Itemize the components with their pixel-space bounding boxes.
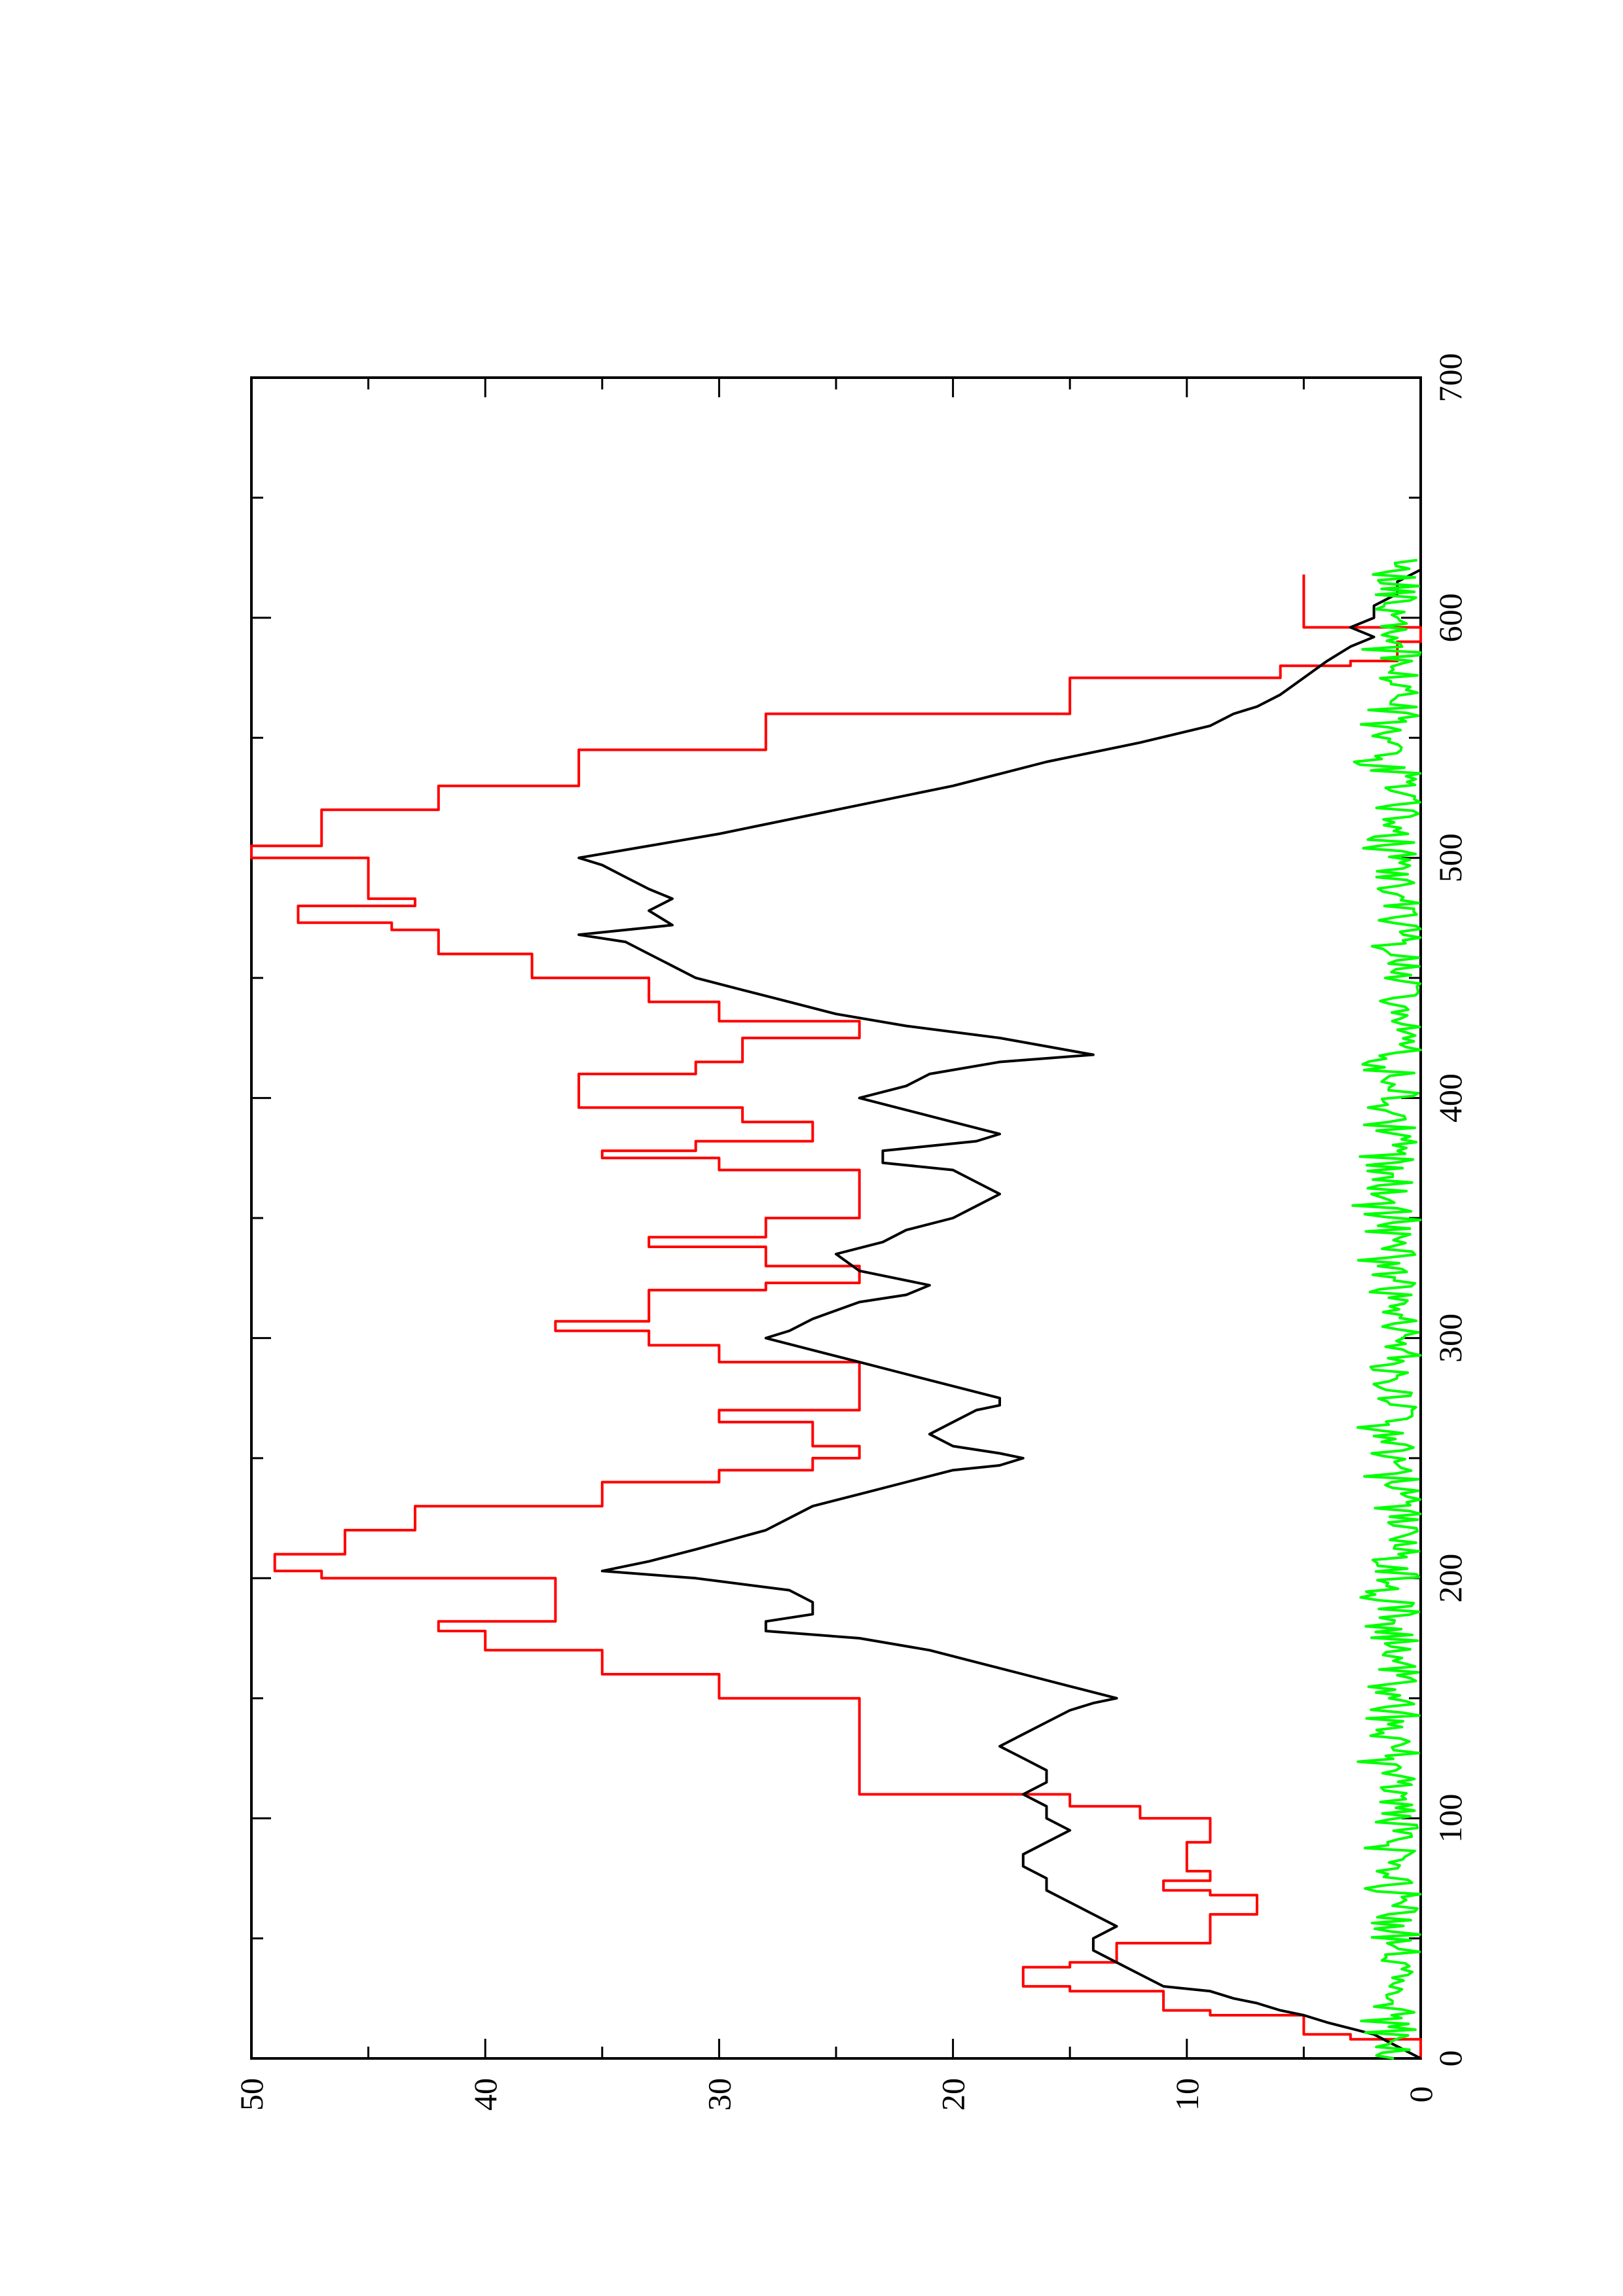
y-tick-label: 30 <box>701 2078 737 2111</box>
y-tick-label: 0 <box>1402 2087 1439 2103</box>
x-tick-label: 400 <box>1432 1073 1468 1122</box>
series-line-3 <box>1351 558 1422 2060</box>
x-tick-label: 300 <box>1432 1314 1468 1363</box>
x-tick-label: 200 <box>1432 1554 1468 1603</box>
x-tick-label: 500 <box>1432 833 1468 882</box>
y-tick-label: 10 <box>1169 2078 1205 2111</box>
tick-labels: 0 100 200 300 400 500 600 700 0 10 20 30 40 50 <box>233 353 1468 2111</box>
x-tick-label: 0 <box>1432 2051 1468 2067</box>
y-tick-label: 50 <box>233 2078 270 2111</box>
y-tick-label: 20 <box>935 2078 972 2111</box>
series-lines <box>250 558 1422 2060</box>
x-tick-label: 600 <box>1432 593 1468 642</box>
x-tick-label: 100 <box>1432 1794 1468 1843</box>
series-line-1 <box>250 574 1422 2058</box>
x-tick-label: 700 <box>1432 353 1468 403</box>
y-tick-label: 40 <box>467 2078 503 2111</box>
series-line-2 <box>577 568 1421 2060</box>
